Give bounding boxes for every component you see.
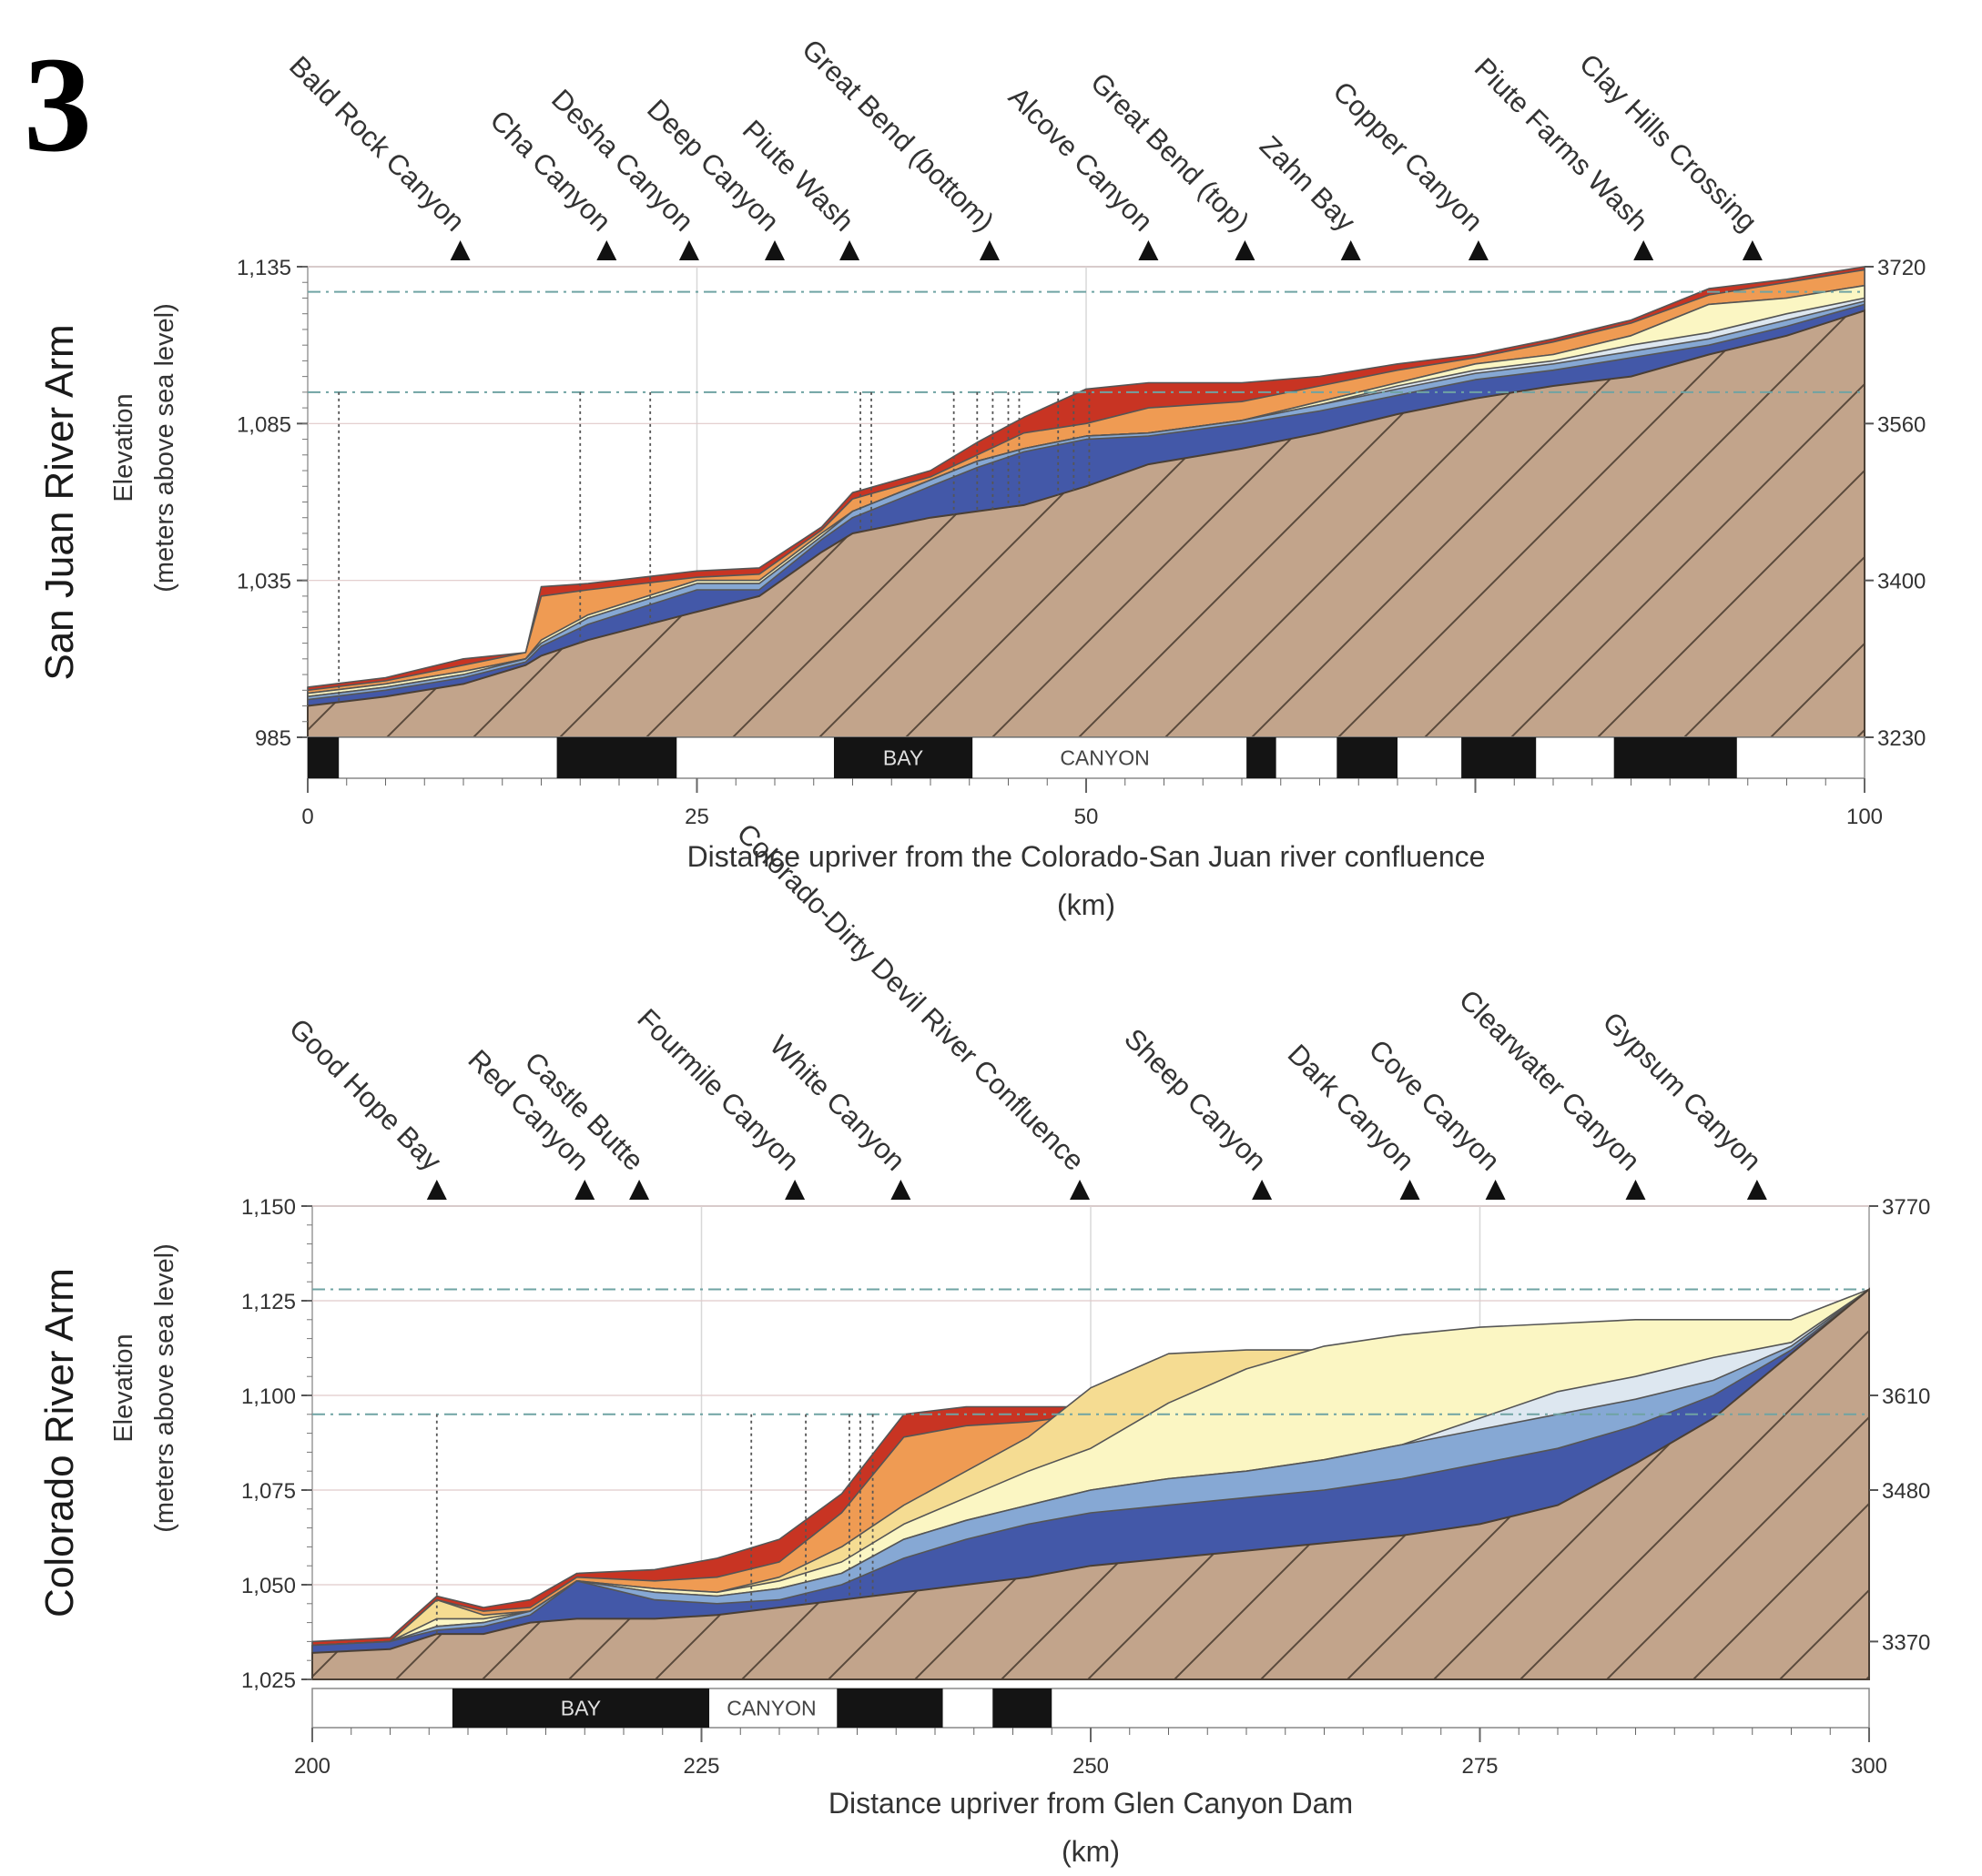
x-tick-label: 25 — [685, 805, 709, 829]
x-tick-label: 250 — [1072, 1754, 1109, 1779]
right-tick-label: 3720 — [1877, 256, 1926, 280]
y-tick-label: 1,100 — [241, 1384, 296, 1409]
bay-band — [833, 737, 973, 778]
y-tick-label: 1,050 — [241, 1574, 296, 1598]
y-tick-label: 1,135 — [237, 256, 291, 280]
y-tick-label: 985 — [255, 726, 291, 751]
landmark-marker-colorado-dirty-devil-river-confluence — [1070, 1180, 1091, 1200]
bay-band — [1337, 737, 1398, 778]
y-tick-label: 1,075 — [241, 1479, 296, 1504]
x-axis-unit-label: (km) — [1062, 1835, 1120, 1868]
landmark-marker-piute-farms-wash — [1633, 240, 1654, 260]
y-axis-unit-label: (meters above sea level) — [150, 1243, 179, 1533]
landmark-marker-desha-canyon — [678, 240, 699, 260]
bedrock-layer — [307, 309, 1865, 738]
right-tick-label: 3610 — [1882, 1384, 1930, 1409]
canyon-label: CANYON — [1060, 746, 1149, 770]
x-tick-label: 0 — [301, 805, 313, 829]
y-axis-unit-label: (meters above sea level) — [150, 303, 179, 593]
right-tick-label: 3770 — [1882, 1195, 1930, 1220]
landmark-marker-white-canyon — [890, 1180, 911, 1200]
x-axis-label: Distance upriver from the Colorado-San J… — [687, 840, 1486, 873]
landmark-marker-fourmile-canyon — [785, 1180, 806, 1200]
bay-band — [556, 737, 677, 778]
landmark-marker-great-bend-top — [1235, 240, 1255, 260]
landmark-marker-cha-canyon — [596, 240, 617, 260]
bay-band — [1246, 737, 1276, 778]
bay-band — [1461, 737, 1537, 778]
landmark-label-good-hope-bay: Good Hope Bay — [283, 1012, 448, 1177]
right-tick-label: 3400 — [1877, 570, 1926, 594]
landmark-marker-sheep-canyon — [1252, 1180, 1273, 1200]
landmark-marker-dark-canyon — [1399, 1180, 1420, 1200]
y-tick-label: 1,125 — [241, 1290, 296, 1314]
y-axis-label: Elevation — [109, 393, 138, 502]
landmark-label-great-bend-top: Great Bend (top) — [1084, 66, 1255, 238]
landmark-label-fourmile-canyon: Fourmile Canyon — [631, 1002, 806, 1177]
bay-band — [308, 737, 340, 778]
landmark-marker-red-canyon — [574, 1180, 595, 1200]
landmark-marker-piute-wash — [839, 240, 860, 260]
section-title: San Juan River Arm — [37, 324, 82, 680]
landmark-marker-deep-canyon — [765, 240, 785, 260]
x-tick-label: 50 — [1074, 805, 1099, 829]
x-tick-label: 300 — [1851, 1754, 1887, 1779]
landmark-label-zahn-bay: Zahn Bay — [1254, 129, 1362, 238]
landmark-marker-good-hope-bay — [426, 1180, 447, 1200]
bay-band — [837, 1688, 943, 1728]
y-tick-label: 1,035 — [237, 570, 291, 594]
landmark-label-clay-hills-crossing: Clay Hills Crossing — [1573, 47, 1763, 238]
right-tick-label: 3230 — [1877, 726, 1926, 751]
x-axis-unit-label: (km) — [1057, 888, 1115, 921]
y-tick-label: 1,085 — [237, 412, 291, 437]
san-juan-river-arm-panel: 985 1,035 1,085 1,135 3230 3400 3560 3720 BAY CAN… — [37, 33, 1926, 921]
landmark-marker-great-bend-bottom — [979, 240, 1000, 260]
landmark-label-sheep-canyon: Sheep Canyon — [1118, 1022, 1273, 1177]
right-tick-label: 3560 — [1877, 412, 1926, 437]
right-tick-label: 3370 — [1882, 1630, 1930, 1655]
x-tick-label: 200 — [294, 1754, 330, 1779]
band-label: BAY — [883, 746, 923, 770]
bedrock-layer — [311, 1287, 1870, 1680]
x-axis-label: Distance upriver from Glen Canyon Dam — [828, 1787, 1353, 1820]
landmark-label-bald-rock-canyon: Bald Rock Canyon — [283, 50, 471, 238]
landmark-marker-cove-canyon — [1485, 1180, 1506, 1200]
y-axis-label: Elevation — [109, 1333, 138, 1442]
landmark-marker-alcove-canyon — [1138, 240, 1159, 260]
right-tick-label: 3480 — [1882, 1479, 1930, 1504]
section-title: Colorado River Arm — [37, 1268, 82, 1617]
landmark-marker-bald-rock-canyon — [450, 240, 471, 260]
y-tick-label: 1,150 — [241, 1195, 296, 1220]
figure-number-label: 3 — [24, 29, 92, 180]
landmark-marker-gypsum-canyon — [1746, 1180, 1767, 1200]
bay-band — [1613, 737, 1737, 778]
landmark-marker-castle-butte — [629, 1180, 650, 1200]
bay-band — [992, 1688, 1052, 1728]
x-tick-label: 225 — [683, 1754, 719, 1779]
band-label: BAY — [561, 1697, 601, 1720]
colorado-river-arm-panel: 1,025 1,050 1,075 1,100 1,125 1,150 3370 3480 36… — [37, 817, 1930, 1868]
canyon-label: CANYON — [727, 1697, 816, 1720]
landmark-marker-clay-hills-crossing — [1742, 240, 1763, 260]
landmark-marker-zahn-bay — [1340, 240, 1361, 260]
y-tick-label: 1,025 — [241, 1668, 296, 1693]
bay-band — [452, 1688, 710, 1728]
x-tick-label: 275 — [1461, 1754, 1498, 1779]
landmark-marker-copper-canyon — [1468, 240, 1489, 260]
x-tick-label: 100 — [1846, 805, 1883, 829]
landmark-marker-clearwater-canyon — [1625, 1180, 1646, 1200]
